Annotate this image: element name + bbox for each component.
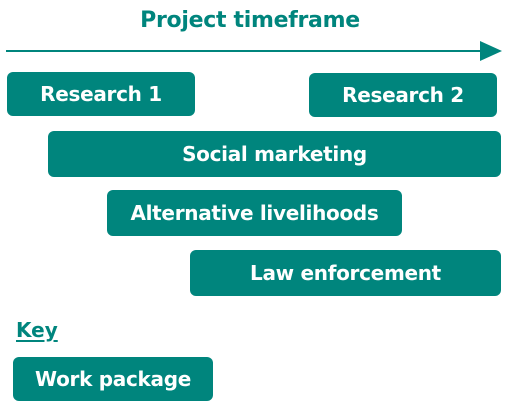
key-heading: Key	[16, 318, 58, 342]
diagram-title: Project timeframe	[140, 8, 360, 33]
work-package-research-1: Research 1	[7, 72, 195, 116]
work-package-alternative-livelihoods: Alternative livelihoods	[107, 190, 402, 236]
key-work-package-swatch: Work package	[13, 357, 213, 401]
work-package-law-enforcement: Law enforcement	[190, 250, 501, 296]
work-package-label: Social marketing	[182, 142, 367, 166]
work-package-label: Research 2	[342, 83, 464, 107]
work-package-label: Law enforcement	[250, 261, 441, 285]
timeframe-arrow	[6, 41, 502, 61]
key-item-label: Work package	[35, 367, 191, 391]
work-package-label: Research 1	[40, 82, 162, 106]
work-package-research-2: Research 2	[309, 73, 497, 117]
work-package-social-marketing: Social marketing	[48, 131, 501, 177]
work-package-label: Alternative livelihoods	[130, 201, 379, 225]
